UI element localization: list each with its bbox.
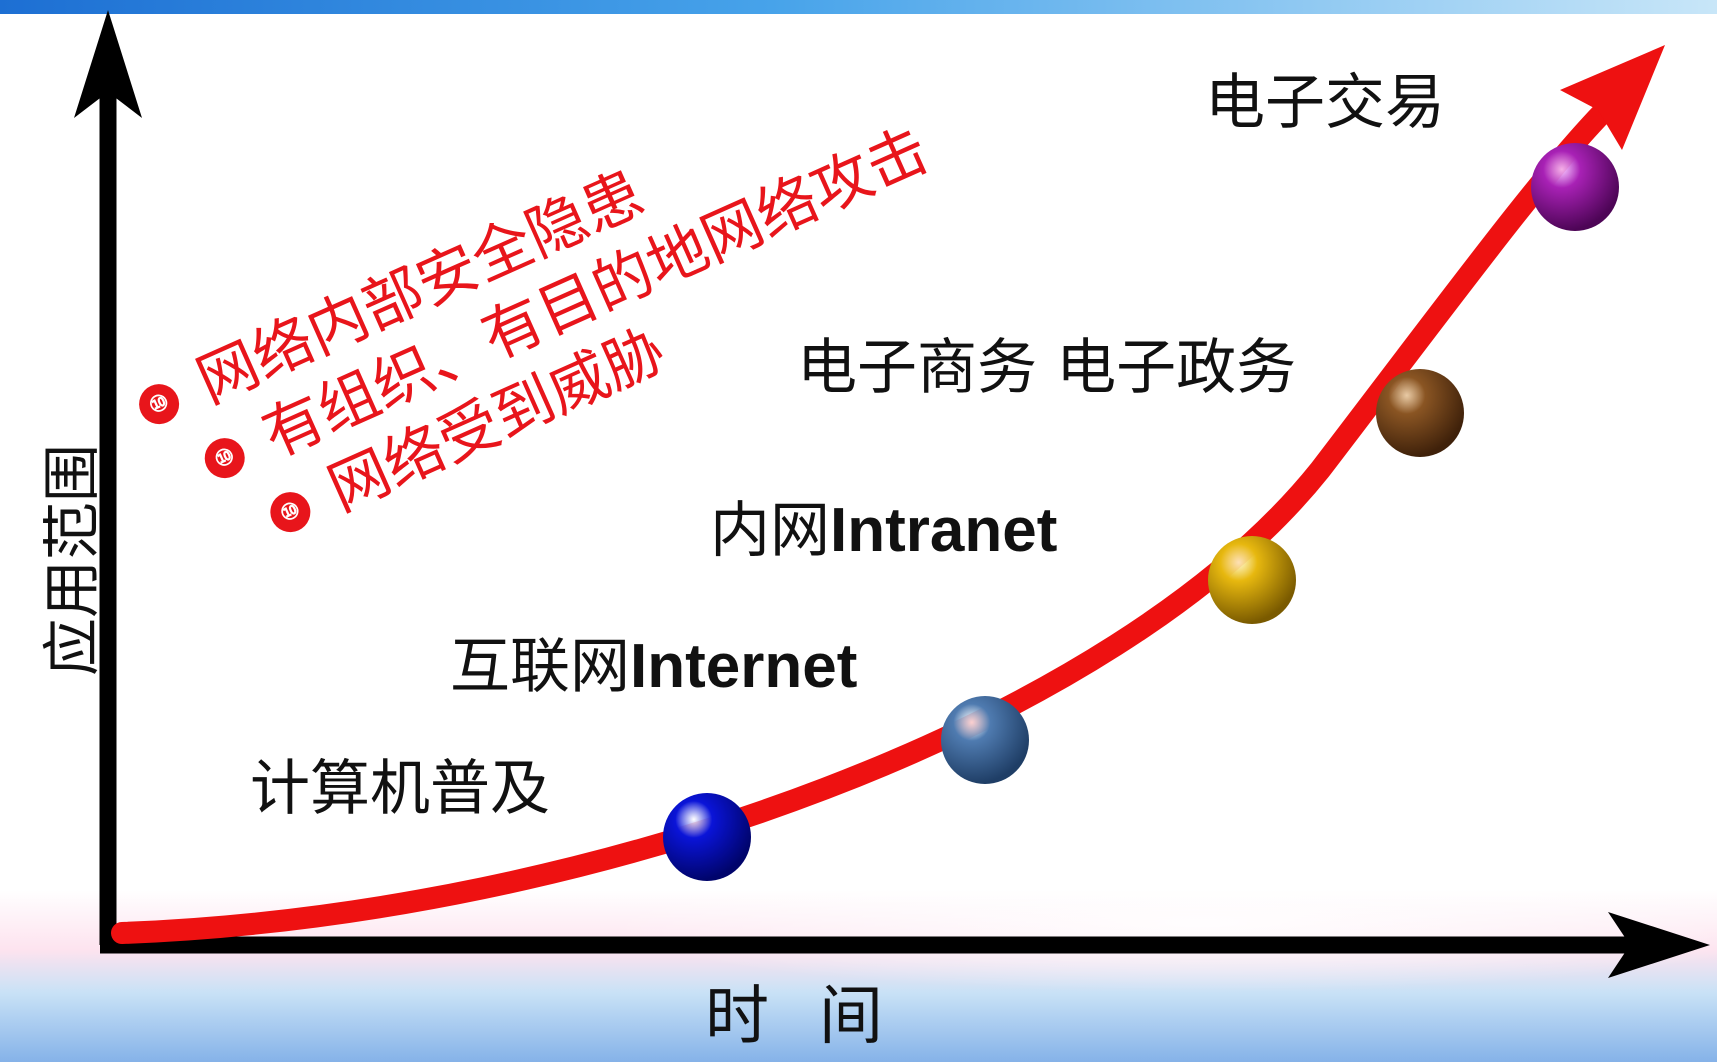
stage-ball-5 <box>1531 143 1619 231</box>
growth-curve <box>111 94 1621 944</box>
bullet-icon: ⑩ <box>263 485 317 539</box>
stage-ball-2 <box>941 696 1029 784</box>
x-axis-label: 时间 <box>705 980 933 1054</box>
stage-label-e-business-e-government: 电子商务 电子政务 <box>797 333 1297 403</box>
y-axis-label: 应用范围 <box>38 443 106 677</box>
top-accent-bar <box>0 0 1717 14</box>
stage-label-computer-popularization: 计算机普及 <box>250 754 550 824</box>
y-axis-arrow <box>74 10 142 118</box>
stage-ball-4 <box>1376 369 1464 457</box>
x-axis-arrow <box>1608 912 1710 978</box>
growth-curve-arrow <box>1560 45 1665 150</box>
stage-ball-1 <box>663 793 751 881</box>
stage-ball-3 <box>1208 536 1296 624</box>
stage-label-internet: 互联网Internet <box>450 632 858 702</box>
stage-label-intranet: 内网Intranet <box>710 496 1058 566</box>
bullet-icon: ⑩ <box>198 431 252 485</box>
stage-label-e-transaction: 电子交易 <box>1205 68 1445 138</box>
